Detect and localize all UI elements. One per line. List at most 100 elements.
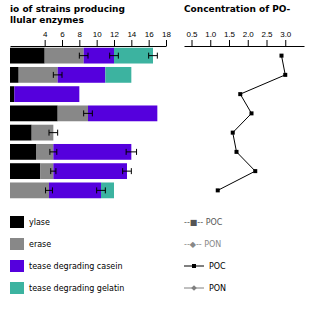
tick: 10 [93, 30, 102, 46]
error-bar-line [79, 55, 88, 56]
legend-swatch [10, 216, 24, 228]
tick-mark [45, 40, 46, 46]
axis-line [185, 46, 305, 47]
legend: POC PON [184, 262, 226, 293]
error-bar-cap [105, 187, 106, 193]
bar [84, 48, 114, 64]
error-bar [97, 187, 106, 193]
tick-label: 1.5 [224, 30, 236, 39]
error-bar-cap [53, 72, 54, 78]
error-bar-cap [83, 110, 84, 116]
bar [10, 125, 32, 141]
error-bar-cap [136, 149, 137, 155]
error-bar-cap [92, 110, 93, 116]
tick-label: 14 [127, 30, 136, 39]
error-bar-line [97, 190, 106, 191]
error-bar-cap [57, 130, 58, 136]
legend-item: tease degrading casein [10, 260, 123, 272]
bar [10, 86, 14, 102]
tick-label: 6 [60, 30, 65, 39]
error-bar [126, 149, 136, 155]
tick-label: 8 [78, 30, 83, 39]
marker [235, 150, 239, 154]
bar [45, 48, 84, 64]
marker [250, 111, 254, 115]
error-bars [46, 53, 93, 194]
error-bar-cap [49, 149, 50, 155]
tick-mark [229, 40, 230, 46]
error-bar-cap [50, 168, 51, 174]
bar [157, 105, 158, 121]
panel: 4 6 8 10 12 14 16 18 [10, 30, 171, 198]
tick-mark [267, 40, 268, 46]
error-bar-cap [109, 53, 110, 59]
tick-mark [192, 40, 193, 46]
x-axis: 4 6 8 10 12 14 16 18 [11, 30, 172, 47]
legend-item: ylase [10, 216, 50, 228]
error-bar [51, 168, 56, 174]
tick-mark [166, 40, 167, 46]
tick-mark [248, 40, 249, 46]
error-bar [110, 53, 119, 59]
error-bar-cap [148, 53, 149, 59]
bar [53, 163, 127, 179]
error-bar-cap [131, 168, 132, 174]
error-bar-line [46, 190, 53, 191]
x-axis: 0.51.01.52.02.53.0 [185, 30, 305, 47]
marker [280, 54, 284, 58]
plot-area [10, 48, 157, 199]
error-bar-cap [62, 72, 63, 78]
tick: 16 [145, 30, 154, 46]
tick-mark [114, 40, 115, 46]
error-bar-cap [96, 187, 97, 193]
error-bar-cap [88, 53, 89, 59]
tick-label: 10 [93, 30, 102, 39]
error-bars [97, 53, 137, 194]
tick: 6 [60, 30, 65, 46]
legend-item: PON [184, 284, 226, 293]
bar [10, 105, 58, 121]
bar [10, 163, 40, 179]
tick-label: 0.5 [186, 30, 198, 39]
tick-label: 12 [110, 30, 119, 39]
tick: 12 [110, 30, 119, 46]
marker [253, 169, 257, 173]
error-bar-line [126, 151, 136, 152]
error-bar-line [123, 171, 132, 172]
tick-label: 4 [43, 30, 48, 39]
error-bars [149, 53, 158, 59]
marker [283, 73, 287, 77]
bar [10, 48, 45, 64]
tick: 4 [43, 30, 48, 46]
marker [231, 131, 235, 135]
error-bar-cap [49, 130, 50, 136]
error-bar-line [110, 55, 119, 56]
chart: 4681012141618io of strains producingllul… [0, 0, 320, 320]
error-bar-cap [126, 149, 127, 155]
error-bar-cap [122, 168, 123, 174]
legend-item: erase [10, 238, 51, 250]
error-bar [84, 110, 93, 116]
tick-mark [79, 40, 80, 46]
tick-label: 2.0 [243, 30, 255, 39]
legend-swatch [10, 282, 24, 294]
error-bar [49, 130, 58, 136]
bar [58, 67, 106, 83]
error-bar-cap [56, 149, 57, 155]
error-bar-cap [52, 187, 53, 193]
tick-mark [97, 40, 98, 46]
bar [53, 144, 131, 160]
bar [10, 144, 36, 160]
error-bar-cap [45, 187, 46, 193]
error-bar [46, 187, 53, 193]
marker [238, 92, 242, 96]
legend-label: POC [209, 262, 226, 271]
annotation: --■-- POC [184, 218, 223, 227]
tick-label: 1.0 [205, 30, 217, 39]
bar [14, 86, 79, 102]
error-bar-cap [118, 53, 119, 59]
tick-label: 18 [162, 30, 171, 39]
tick: 2.5 [261, 30, 273, 46]
bar [88, 105, 157, 121]
panel: 0.51.01.52.02.53.0 [185, 30, 305, 192]
